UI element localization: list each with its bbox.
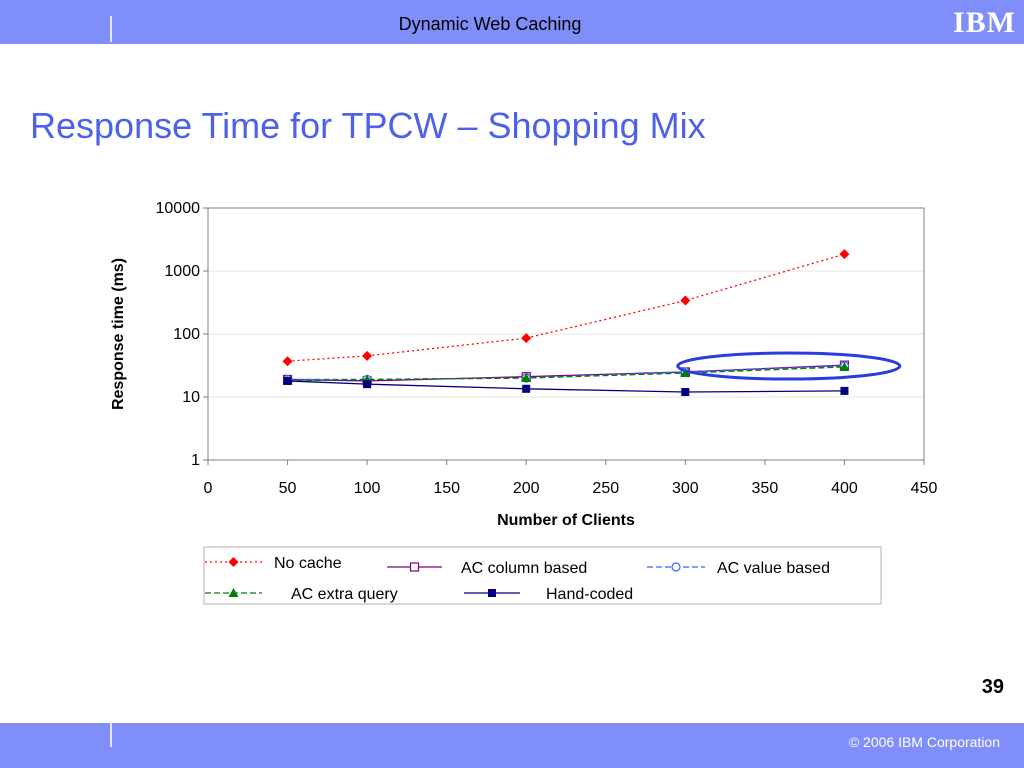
- grid-lines: [208, 207, 924, 461]
- slide-title: Response Time for TPCW – Shopping Mix: [30, 105, 706, 146]
- legend-marker: [488, 589, 496, 597]
- legend-marker: [228, 588, 239, 597]
- data-point: [840, 386, 849, 395]
- y-tick-label: 100: [173, 326, 200, 343]
- legend-label: No cache: [274, 555, 342, 572]
- y-axis-title: Response time (ms): [110, 258, 127, 410]
- legend-marker: [671, 562, 681, 572]
- series-no-cache: [282, 249, 850, 367]
- data-point: [363, 380, 372, 389]
- legend-marker: [409, 562, 420, 572]
- data-point: [680, 295, 691, 306]
- series-hand-coded: [283, 376, 849, 397]
- legend-label: AC value based: [717, 560, 830, 577]
- legend-box: [203, 546, 882, 605]
- legend-item: Hand-coded: [464, 586, 633, 603]
- legend: No cache AC column based AC value based AC …: [203, 546, 882, 605]
- highlight-ellipse: [676, 351, 902, 381]
- y-tick-label: 1000: [164, 263, 200, 280]
- data-point: [362, 350, 373, 361]
- header-divider: [110, 16, 112, 42]
- footer-bar: © 2006 IBM Corporation: [0, 723, 1024, 768]
- data-point: [521, 333, 532, 344]
- series-line: [287, 253, 845, 362]
- legend-label: AC column based: [461, 560, 587, 577]
- legend-item: AC column based: [387, 560, 587, 577]
- data-point: [680, 368, 691, 378]
- x-tick-label: 50: [279, 480, 297, 497]
- x-tick-label: 100: [354, 480, 381, 497]
- legend-label: AC extra query: [291, 586, 398, 603]
- footer-divider: [110, 723, 112, 747]
- header-title: Dynamic Web Caching: [398, 14, 582, 34]
- x-tick-label: 300: [672, 480, 699, 497]
- page-number: 39: [981, 676, 1004, 698]
- y-tick-label: 1: [191, 452, 200, 469]
- data-point: [681, 388, 690, 397]
- legend-marker: [228, 557, 239, 567]
- y-tick-label: 10: [182, 389, 200, 406]
- data-point: [521, 373, 532, 383]
- legend-label: Hand-coded: [546, 586, 633, 603]
- legend-item: AC extra query: [205, 586, 398, 603]
- x-tick-label: 350: [752, 480, 779, 497]
- legend-item: No cache: [205, 555, 342, 572]
- x-tick-label: 150: [433, 480, 460, 497]
- data-point: [283, 376, 292, 385]
- data-point: [839, 361, 850, 371]
- x-tick-label: 0: [204, 480, 213, 497]
- x-axis-title: Number of Clients: [497, 512, 635, 529]
- x-tick-label: 400: [831, 480, 858, 497]
- header-bar: Dynamic Web Caching IBM: [0, 0, 1024, 44]
- ibm-logo: IBM: [953, 6, 1016, 39]
- data-point: [522, 384, 531, 393]
- legend-item: AC value based: [647, 560, 830, 577]
- x-tick-label: 450: [911, 480, 938, 497]
- x-tick-label: 250: [592, 480, 619, 497]
- data-point: [282, 356, 293, 367]
- x-tick-label: 200: [513, 480, 540, 497]
- axis-ticks: 1 10 100 1000 10000 0 50 100 150 200 250 300 350 400 4…: [156, 200, 938, 497]
- copyright-text: © 2006 IBM Corporation: [848, 734, 1000, 750]
- y-tick-label: 10000: [156, 200, 201, 217]
- data-point: [839, 249, 850, 260]
